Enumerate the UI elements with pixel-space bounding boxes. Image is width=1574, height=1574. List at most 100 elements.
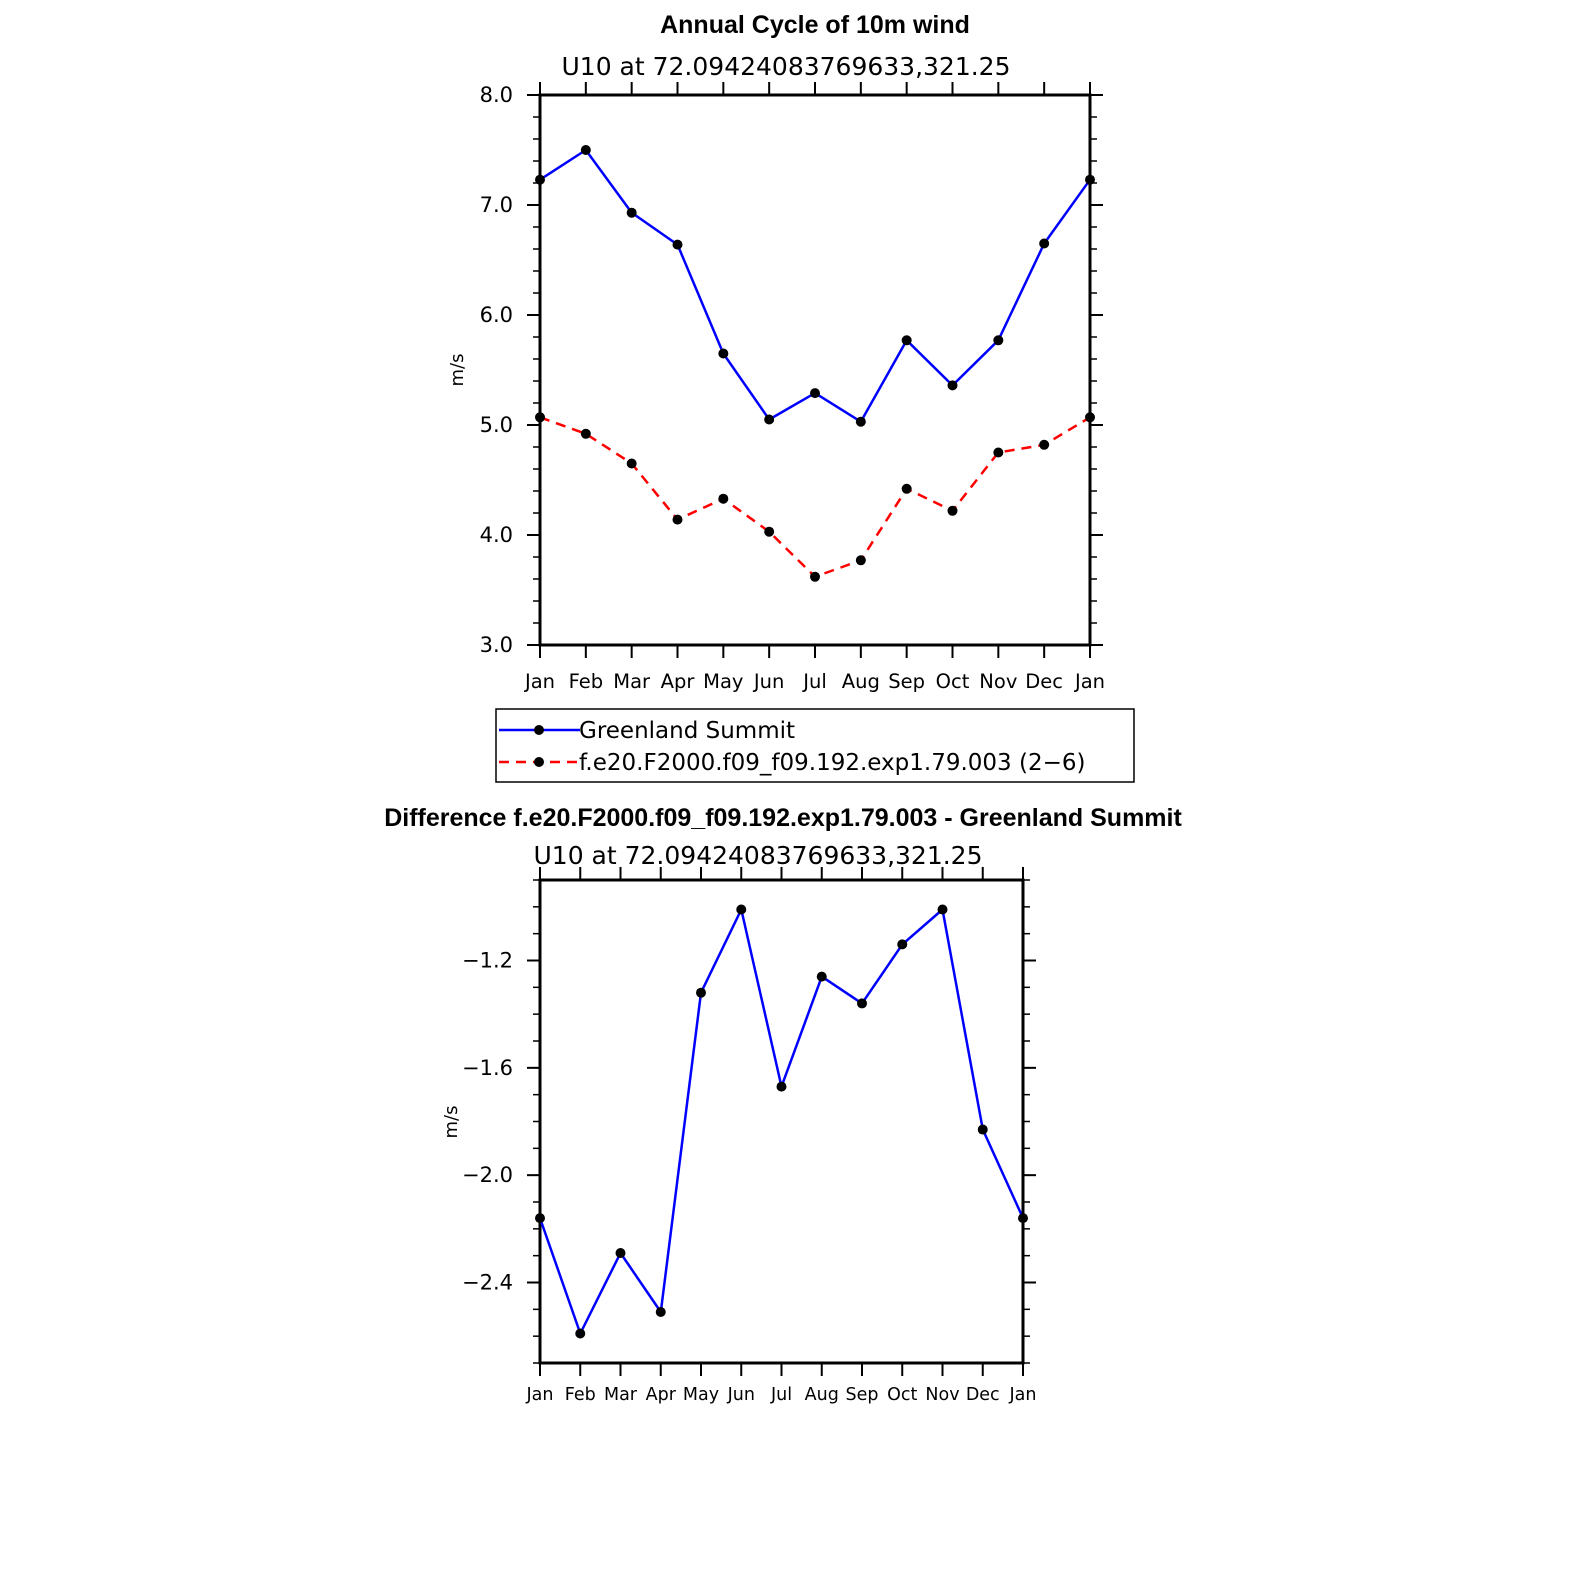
chart1-y-axis: 3.0 4.0 5.0 6.0 7.0 8.0 (480, 83, 1103, 657)
chart2-title: Difference f.e20.F2000.f09_f09.192.exp1.… (384, 804, 1182, 832)
annual-cycle-chart: Annual Cycle of 10m wind U10 at 72.09424… (447, 11, 1135, 783)
chart2-y-tick-label: −1.2 (462, 949, 513, 973)
chart2-series-1-point (977, 1124, 988, 1135)
chart2-series-1-point (937, 904, 948, 915)
chart2-series-1-point (857, 998, 867, 1009)
chart1-x-axis: Jan Feb Mar Apr May Jun Jul Aug Sep Oct Nov Dec Jan (523, 82, 1105, 693)
chart2-series-1-point (736, 904, 747, 915)
chart2-x-tick-label: Nov (925, 1385, 959, 1405)
chart1-plot-frame (538, 93, 1092, 647)
chart1-series-1-point (580, 145, 591, 155)
chart1-series-2-point (1085, 412, 1095, 423)
chart2-x-tick-label: Oct (887, 1385, 917, 1405)
chart1-title: Annual Cycle of 10m wind (660, 11, 970, 39)
legend-label-series1: Greenland Summit (579, 718, 795, 744)
chart1-x-tick-label: Apr (661, 670, 696, 693)
chart1-y-tick-label: 5.0 (480, 413, 513, 437)
chart2-x-tick-label: May (683, 1385, 719, 1405)
chart2-series-1-point (655, 1307, 666, 1318)
chart2-subtitle: U10 at 72.09424083769633,321.25 (534, 841, 983, 870)
chart1-series-2-point (810, 571, 820, 582)
chart2-y-tick-label: −2.0 (462, 1163, 513, 1187)
chart1-series-2-point (901, 483, 912, 494)
chart1-series-1-point (1039, 238, 1050, 249)
chart1-y-tick-label: 3.0 (480, 633, 513, 657)
chart2-series-1-point (816, 971, 827, 982)
chart1-series-1-point (993, 335, 1004, 346)
chart1-legend: Greenland Summit f.e20.F2000.f09_f09.192… (495, 708, 1135, 783)
legend-marker-series1 (534, 725, 544, 735)
chart1-series-1-point (901, 335, 912, 346)
chart1-series-2-point (580, 428, 591, 439)
chart1-x-tick-label: Aug (842, 670, 880, 693)
chart1-series-2-point (1039, 439, 1050, 450)
chart1-series-1-line (539, 148, 1092, 423)
chart1-series-2-point (855, 555, 866, 566)
chart2-x-tick-label: Aug (805, 1385, 839, 1405)
chart2-x-tick-label: Jul (770, 1385, 792, 1405)
chart1-x-tick-label: Sep (888, 670, 925, 693)
chart2-x-tick-label: Feb (565, 1385, 596, 1405)
chart2-x-tick-label: Jan (526, 1385, 554, 1405)
chart1-series-2-line (539, 416, 1091, 579)
chart1-y-tick-label: 6.0 (480, 303, 513, 327)
chart1-x-tick-label: Dec (1025, 670, 1063, 693)
chart2-x-axis: Jan Feb Mar Apr May Jun Jul Aug Sep Oct Nov Dec Jan (526, 867, 1037, 1405)
chart2-series-1-point (615, 1247, 626, 1258)
chart1-x-tick-label: Feb (569, 670, 604, 693)
chart2-x-tick-label: Jan (1009, 1385, 1037, 1405)
chart1-series-2-point (672, 514, 683, 525)
chart1-series-1-point (672, 239, 683, 250)
chart1-subtitle: U10 at 72.09424083769633,321.25 (562, 52, 1011, 81)
chart1-y-axis-label: m/s (447, 354, 468, 387)
chart1-series-1-point (1085, 174, 1095, 185)
chart1-y-tick-label: 4.0 (480, 523, 513, 547)
chart1-series-1-point (535, 174, 545, 185)
chart1-series-2-point (993, 447, 1004, 458)
chart2-series-1-point (575, 1328, 586, 1339)
chart1-y-tick-label: 8.0 (480, 83, 513, 107)
chart2-series-1-point (535, 1213, 545, 1224)
legend-marker-series2 (534, 757, 544, 767)
chart2-x-tick-label: Dec (966, 1385, 1000, 1405)
chart1-series-1-point (764, 414, 775, 425)
chart2-series-layer (535, 904, 1028, 1339)
chart2-x-tick-label: Apr (646, 1385, 677, 1405)
difference-chart: Difference f.e20.F2000.f09_f09.192.exp1.… (384, 804, 1182, 1405)
chart2-x-tick-label: Jun (727, 1385, 755, 1405)
chart1-series-1-point (626, 207, 637, 218)
chart1-y-tick-label: 7.0 (480, 193, 513, 217)
chart1-series-1-point (810, 388, 820, 399)
chart1-x-tick-label: Jan (523, 670, 555, 693)
chart1-series-1-point (947, 380, 958, 391)
chart1-series-2-point (626, 458, 637, 469)
chart1-x-tick-label: Jan (1073, 670, 1105, 693)
chart1-x-tick-label: May (703, 670, 743, 693)
chart1-series-2-point (718, 493, 729, 504)
chart1-series-2-point (947, 505, 958, 516)
chart2-y-tick-label: −1.6 (462, 1056, 513, 1080)
chart1-series-2-point (764, 526, 775, 537)
chart1-series-2-point (535, 412, 545, 423)
chart2-series-1-point (776, 1081, 787, 1092)
chart2-x-tick-label: Mar (604, 1385, 638, 1405)
chart2-y-tick-label: −2.4 (462, 1271, 513, 1295)
chart1-x-tick-label: Mar (613, 670, 651, 693)
chart2-series-1-line (538, 908, 1025, 1335)
legend-box (495, 708, 1135, 783)
chart2-x-tick-label: Sep (846, 1385, 879, 1405)
legend-label-series2: f.e20.F2000.f09_f09.192.exp1.79.003 (2−6… (579, 750, 1085, 776)
chart1-series-1-point (718, 348, 729, 359)
chart1-series-1-point (855, 416, 866, 427)
chart2-series-1-point (1018, 1213, 1028, 1224)
chart1-x-tick-label: Jul (801, 670, 827, 693)
chart1-x-tick-label: Jun (752, 670, 784, 693)
chart2-series-1-point (897, 939, 908, 950)
chart2-series-1-point (696, 987, 706, 998)
chart1-x-tick-label: Oct (936, 670, 970, 693)
chart1-series-layer (535, 145, 1095, 582)
chart1-x-tick-label: Nov (979, 670, 1017, 693)
chart2-y-axis: −2.4 −2.0 −1.6 −1.2 (462, 879, 1036, 1364)
chart2-y-axis-label: m/s (441, 1106, 462, 1139)
